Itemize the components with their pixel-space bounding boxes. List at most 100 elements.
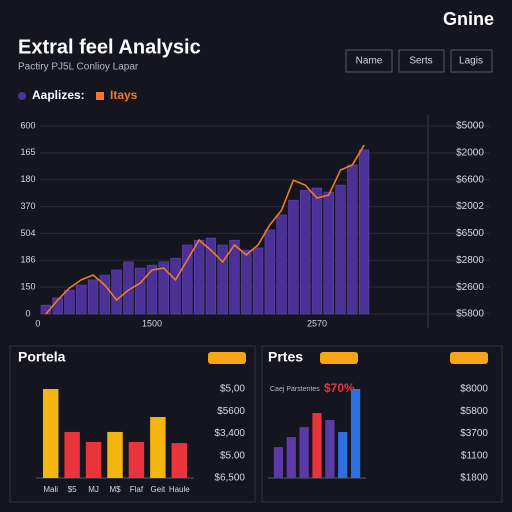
y2-tick-label: $2002 <box>456 201 484 212</box>
y-tick-label: $8000 <box>460 384 488 395</box>
button[interactable]: Lagis <box>459 56 483 67</box>
bar <box>358 149 370 315</box>
y2-tick-label: $2800 <box>456 255 484 266</box>
bar <box>111 269 122 315</box>
bar <box>43 389 59 478</box>
bar <box>288 199 299 315</box>
x-tick-label: Geit <box>151 485 166 494</box>
bar <box>311 187 323 315</box>
legend-label: Itays <box>110 88 138 102</box>
y-tick-label: 180 <box>20 174 35 184</box>
panel <box>9 345 256 503</box>
y-tick-label: $1800 <box>460 473 488 484</box>
bar <box>87 279 99 315</box>
y2-tick-label: $6500 <box>456 228 484 239</box>
panel-title: Prtes <box>268 349 303 365</box>
y2-tick-label: $5000 <box>456 121 484 132</box>
bar <box>158 261 169 315</box>
x-tick-label: MJ <box>88 485 99 494</box>
toolbar: Name Serts Lagis <box>345 49 493 73</box>
bar <box>171 443 187 478</box>
bar <box>85 441 102 478</box>
y-tick-label: $5800 <box>460 406 488 417</box>
bar <box>264 229 275 315</box>
x-tick-label: 1500 <box>142 318 162 328</box>
y2-tick-label: $5800 <box>456 309 484 320</box>
bar <box>128 441 145 478</box>
brand: Gnine <box>443 9 494 29</box>
button-frame[interactable] <box>398 49 445 73</box>
button-frame[interactable] <box>450 49 493 73</box>
x-tick-label: 2570 <box>307 318 327 328</box>
bar <box>182 244 193 315</box>
bar <box>347 164 358 315</box>
bar <box>76 284 87 315</box>
bar <box>325 419 335 478</box>
y-tick-label: 150 <box>20 282 35 292</box>
bar <box>335 184 346 315</box>
bar <box>135 267 146 315</box>
annotation: Caej Parstentes <box>270 386 320 393</box>
bar <box>276 214 287 315</box>
x-tick-label: Haule <box>169 485 190 494</box>
panel-title: Portela <box>18 349 66 365</box>
bar <box>252 247 264 315</box>
legend-swatch <box>96 92 104 100</box>
bar <box>286 437 296 478</box>
y-tick-label: $3,400 <box>214 428 245 439</box>
bar <box>229 239 240 315</box>
bar <box>205 237 217 315</box>
x-tick-label: $5 <box>68 485 77 494</box>
x-tick-label: Flaf <box>130 485 144 494</box>
y2-tick-label: $2600 <box>456 282 484 293</box>
bar <box>350 389 361 478</box>
bar <box>150 417 166 478</box>
y-tick-label: $5,00 <box>220 384 245 395</box>
y-tick-label: $1100 <box>461 450 489 461</box>
bar <box>193 239 205 315</box>
legend-label: Aaplizes: <box>32 88 85 102</box>
bar <box>146 264 158 315</box>
x-tick-label: M$ <box>109 485 121 494</box>
badge <box>208 352 246 364</box>
y-tick-label: $5.00 <box>220 450 245 461</box>
bar <box>64 289 75 315</box>
annotation: $70% <box>324 381 355 395</box>
y2-tick-label: $6600 <box>456 174 484 185</box>
bar <box>323 191 334 315</box>
bar <box>273 447 284 478</box>
title: Extral feel Analysic <box>18 36 201 58</box>
bar <box>241 249 252 315</box>
y-tick-label: 165 <box>20 147 35 157</box>
y-tick-label: 370 <box>20 201 35 211</box>
legend-swatch <box>18 92 26 100</box>
bar <box>299 427 309 478</box>
bar <box>300 189 311 315</box>
panel <box>261 345 503 503</box>
bar <box>170 257 181 315</box>
button-frame[interactable] <box>345 49 393 73</box>
subtitle: Pactiry PJ5L Conlioy Lapar <box>18 62 139 73</box>
button[interactable]: Serts <box>409 56 432 67</box>
y-tick-label: $3700 <box>460 428 488 439</box>
y-tick-label: 504 <box>20 228 35 238</box>
bar <box>217 244 228 315</box>
x-tick-label: 0 <box>35 318 40 328</box>
bar <box>99 274 110 315</box>
x-tick-label: Mali <box>43 485 58 494</box>
bar <box>312 413 322 478</box>
y-tick-label: $6,500 <box>214 473 245 484</box>
y2-tick-label: $2000 <box>456 147 484 158</box>
badge <box>450 352 488 364</box>
y-tick-label: 600 <box>20 120 35 130</box>
badge <box>320 352 358 364</box>
button[interactable]: Name <box>356 56 383 67</box>
line <box>45 144 365 315</box>
bar <box>107 431 123 478</box>
bar <box>64 431 80 478</box>
bar <box>338 431 348 478</box>
y-tick-label: 186 <box>20 255 35 265</box>
y-tick-label: 0 <box>25 308 30 318</box>
